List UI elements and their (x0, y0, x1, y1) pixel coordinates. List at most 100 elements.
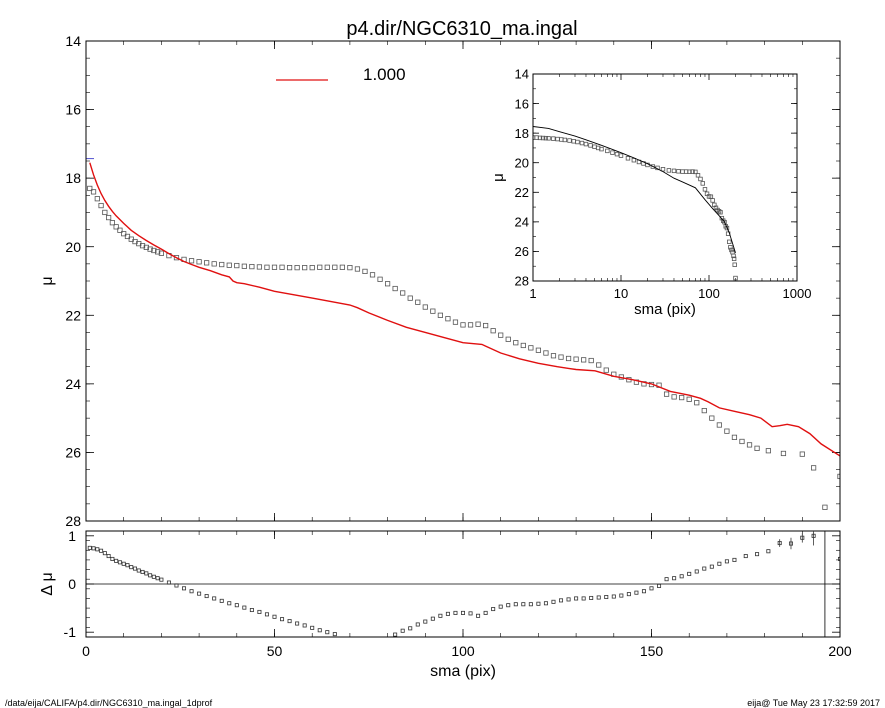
data-point (362, 268, 368, 275)
data-point (551, 599, 556, 604)
data-point (679, 574, 684, 579)
data-point (287, 619, 292, 624)
plot-frame (85, 530, 841, 638)
y-tick-label: 20 (515, 155, 529, 170)
data-point (415, 622, 420, 627)
data-point (698, 176, 703, 182)
data-point (490, 328, 496, 334)
data-point (422, 304, 428, 310)
data-point (731, 253, 736, 259)
data-point (87, 545, 92, 550)
data-point (719, 215, 725, 221)
data-point (732, 262, 737, 267)
data-point (393, 632, 398, 637)
data-point (219, 598, 224, 603)
data-point (686, 396, 692, 402)
data-point (339, 264, 345, 270)
x-axis-title: sma (pix) (634, 301, 696, 318)
data-point (717, 561, 722, 566)
data-point (324, 264, 330, 270)
data-point (650, 164, 656, 169)
x-axis-title: sma (pix) (430, 663, 496, 680)
data-point (460, 322, 466, 328)
data-point (197, 591, 202, 596)
y-tick-label: 24 (515, 215, 529, 230)
data-point (415, 299, 421, 305)
data-point (498, 332, 504, 338)
data-point (377, 276, 383, 282)
data-point (392, 285, 398, 292)
data-point (588, 143, 593, 148)
data-point (780, 450, 787, 457)
y-tick-label: 18 (65, 170, 81, 186)
data-point (724, 225, 730, 231)
data-point (121, 231, 127, 237)
data-point (528, 345, 534, 351)
data-point (687, 169, 692, 174)
y-tick-label: 28 (65, 513, 81, 529)
data-point (271, 264, 278, 270)
data-point (139, 243, 146, 249)
data-point (155, 249, 161, 255)
data-point (317, 264, 323, 270)
data-point (743, 554, 748, 559)
data-point (310, 625, 315, 630)
data-point (212, 596, 217, 601)
plot-frame (532, 73, 798, 282)
data-point (227, 601, 232, 606)
data-point (437, 312, 443, 318)
data-point (467, 322, 474, 328)
data-point (733, 275, 738, 281)
data-point (309, 265, 315, 271)
data-point (546, 136, 551, 141)
data-point (755, 552, 760, 557)
residual-plot: 0 50 100 150 200 -1 0 1 Δ μ sma (pix) (39, 528, 852, 680)
data-point (151, 247, 157, 254)
y-axis-title: μ (490, 173, 507, 182)
data-point (106, 554, 111, 559)
data-point (332, 632, 337, 637)
data-point (430, 308, 436, 314)
data-point (272, 614, 277, 619)
data-point (166, 580, 171, 585)
data-point (604, 595, 609, 600)
data-point (147, 246, 153, 252)
y-tick-label: 14 (515, 67, 529, 82)
data-point (724, 559, 729, 564)
data-point (90, 189, 97, 195)
data-point (732, 557, 737, 562)
data-point (610, 150, 615, 155)
data-point (695, 173, 701, 178)
data-point (234, 262, 240, 269)
data-point (603, 367, 609, 373)
data-point (513, 340, 519, 346)
data-point (264, 612, 269, 617)
data-point (369, 272, 376, 278)
data-point (114, 558, 119, 563)
data-point (280, 617, 285, 622)
data-point (109, 220, 115, 226)
data-point (204, 260, 210, 266)
data-point (766, 549, 771, 554)
y-tick-label: 18 (515, 126, 529, 141)
data-point (567, 138, 572, 143)
data-point (279, 264, 285, 270)
data-point (295, 621, 300, 626)
y-tick-label: 20 (65, 239, 81, 255)
data-point (731, 434, 738, 440)
data-point (408, 626, 413, 631)
data-point (694, 400, 700, 406)
data-point (140, 569, 145, 574)
data-point (728, 245, 733, 250)
data-point (611, 594, 616, 599)
data-point (690, 169, 695, 174)
data-point (574, 596, 579, 601)
data-point (799, 451, 805, 457)
y-tick-label: 22 (515, 185, 529, 200)
data-point (579, 140, 585, 146)
y-tick-label: -1 (64, 624, 77, 640)
data-point (657, 583, 662, 588)
data-point (102, 209, 108, 216)
data-point (660, 167, 666, 172)
